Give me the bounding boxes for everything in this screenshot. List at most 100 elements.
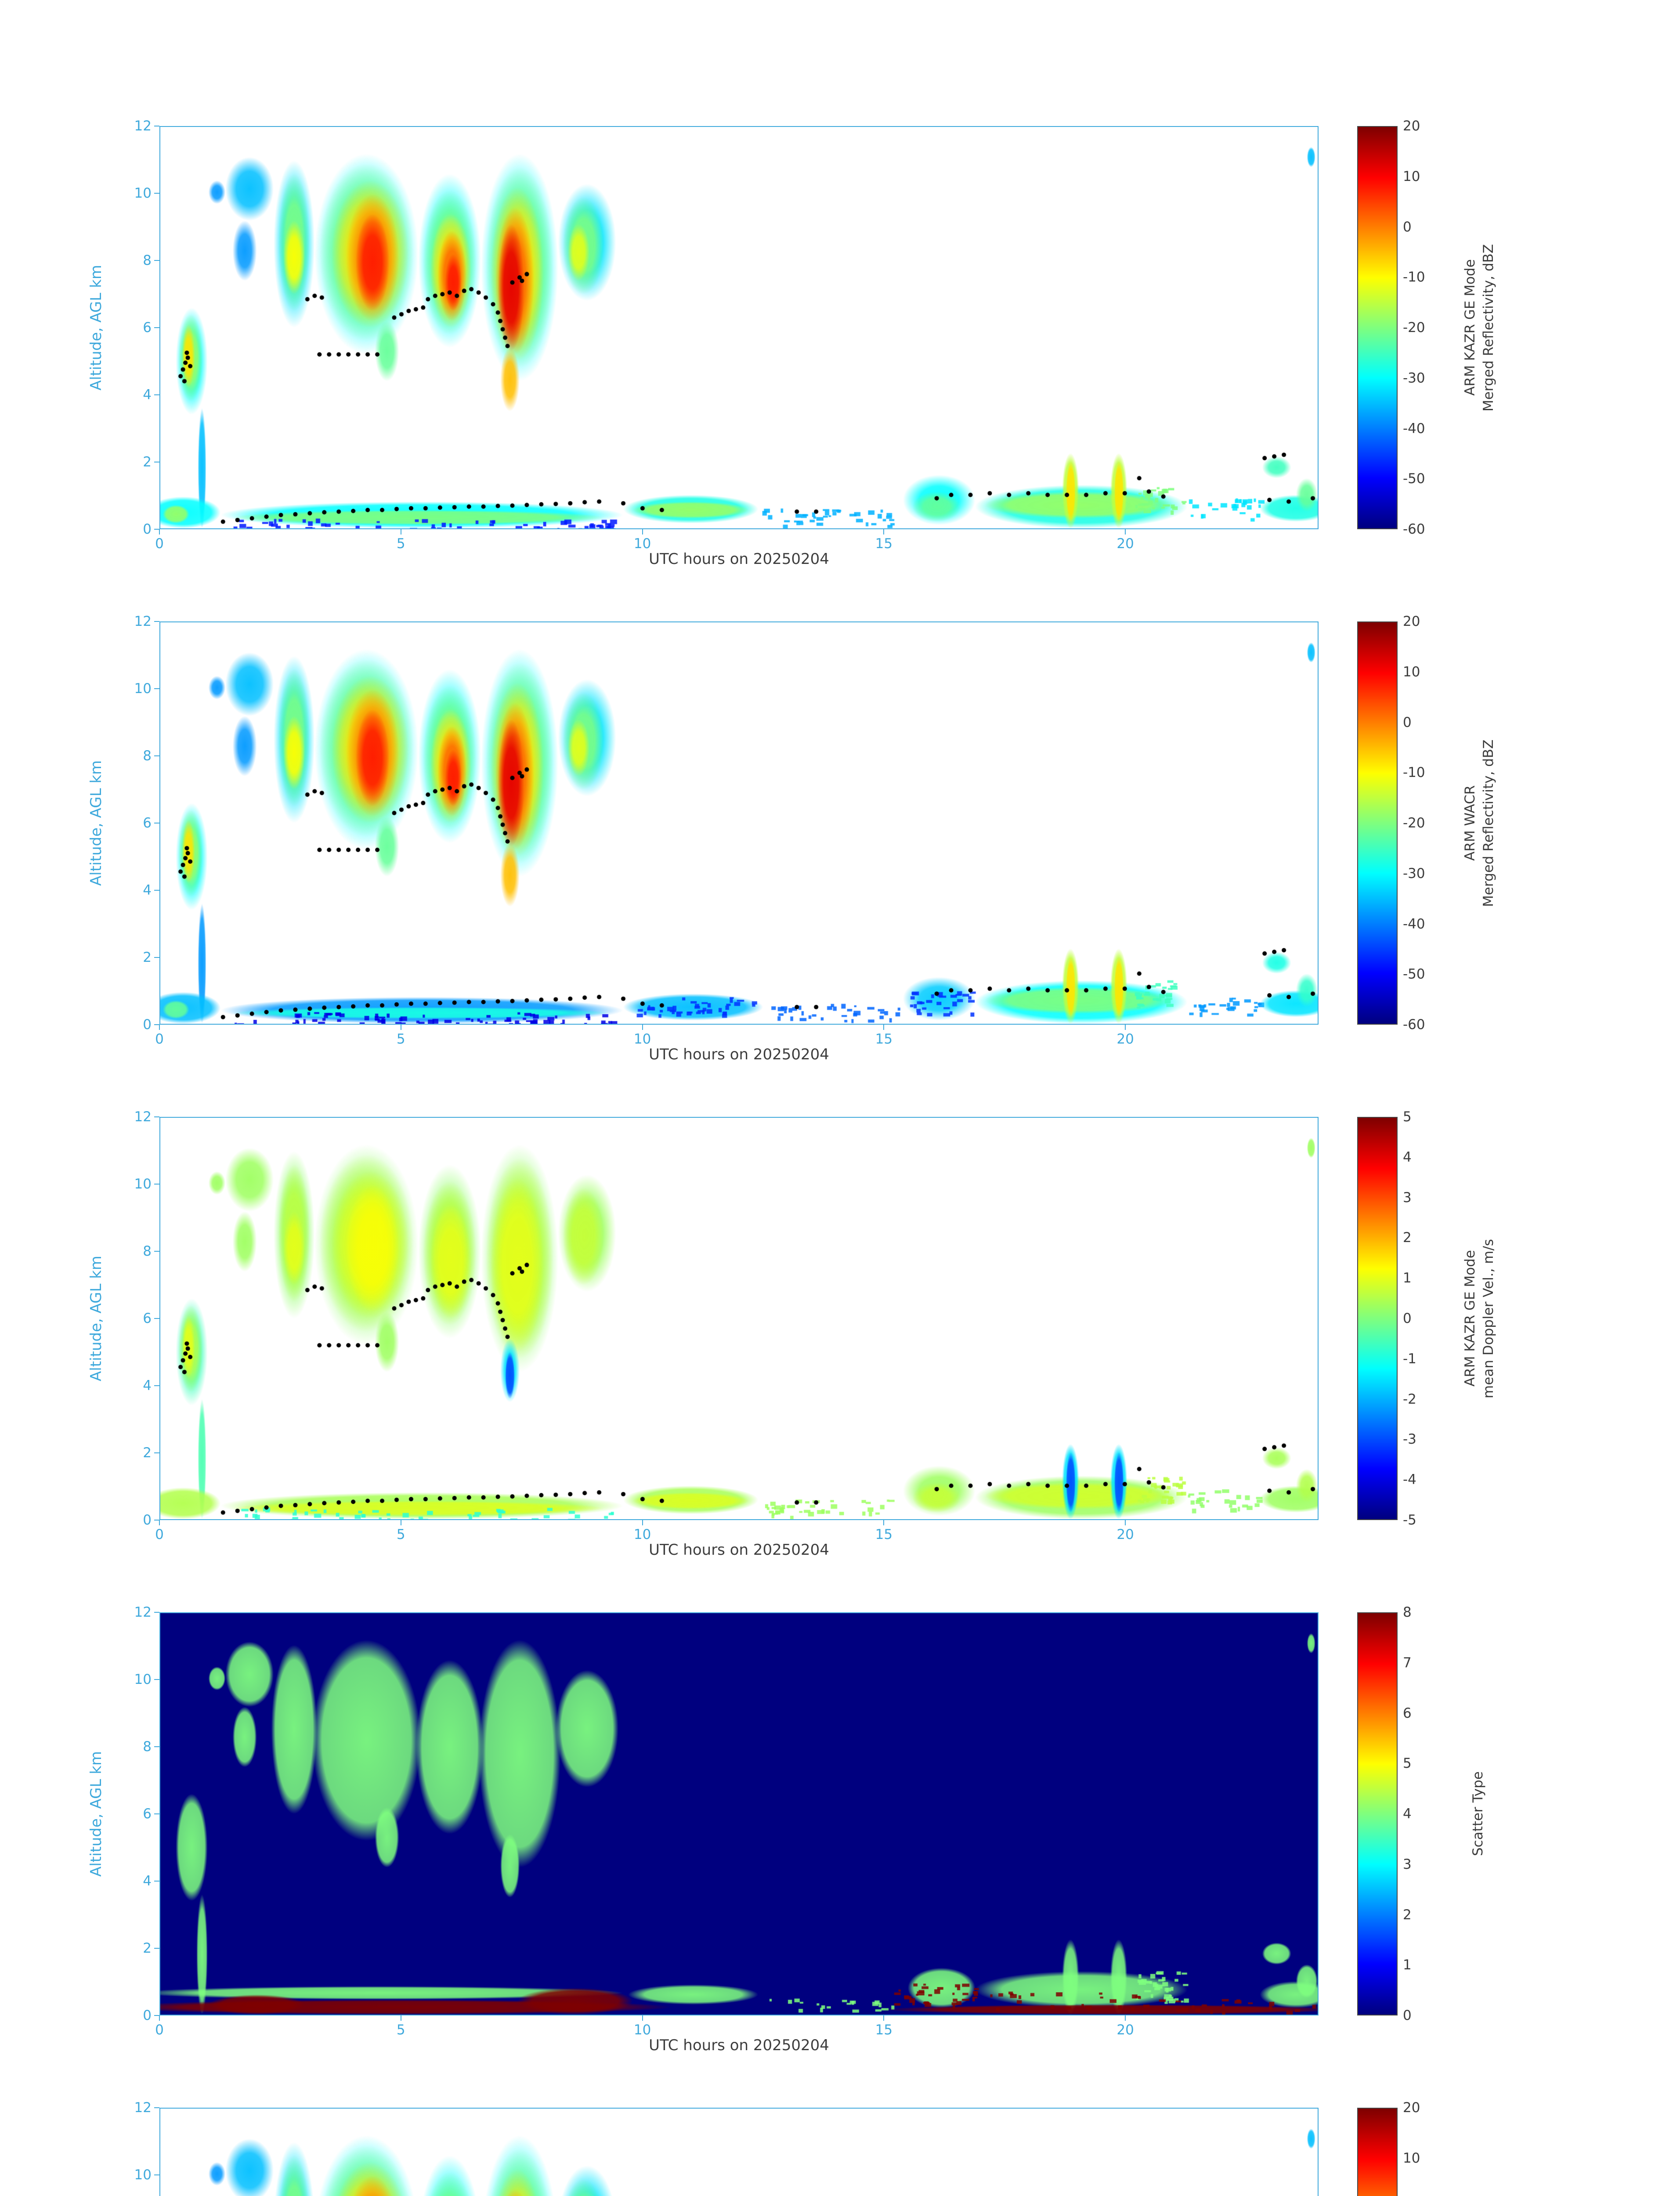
y-tick-mark (154, 1385, 159, 1386)
colorbar-tick-label: 3 (1403, 1189, 1412, 1206)
y-tick-mark (154, 1318, 159, 1319)
colorbar-tick-label: 0 (1403, 219, 1412, 235)
x-tick-mark (883, 1520, 885, 1525)
plot-area (159, 1612, 1319, 2015)
y-tick-label: 6 (143, 320, 152, 336)
plot-area (159, 621, 1319, 1025)
colorbar-title: ARM WACR Merged Reflectivity, dBZ (1453, 621, 1506, 1025)
colorbar-tick-label: -30 (1403, 865, 1425, 881)
colorbar-tick-label: 20 (1403, 118, 1420, 134)
y-tick-label: 10 (134, 2167, 152, 2183)
y-tick-label: 2 (143, 454, 152, 470)
colorbar-tick-label: 0 (1403, 2008, 1412, 2023)
x-tick-mark (1125, 2015, 1126, 2021)
x-tick-mark (883, 1025, 885, 1030)
x-tick-mark (159, 2015, 160, 2021)
x-tick-label: 20 (1116, 1527, 1134, 1542)
colorbar (1357, 1117, 1398, 1520)
y-tick-label: 12 (134, 2100, 152, 2116)
colorbar (1357, 2108, 1398, 2196)
x-tick-mark (883, 529, 885, 535)
x-tick-label: 0 (155, 1031, 164, 1047)
y-tick-mark (154, 529, 159, 530)
colorbar-tick-label: 1 (1403, 1957, 1412, 1973)
y-tick-label: 10 (134, 185, 152, 201)
y-tick-mark (154, 1746, 159, 1747)
y-tick-mark (154, 394, 159, 395)
y-tick-label: 6 (143, 1311, 152, 1326)
x-tick-label: 5 (396, 1031, 405, 1047)
y-tick-label: 8 (143, 253, 152, 268)
y-axis-title: Altitude, AGL km (87, 760, 105, 886)
colorbar-tick-label: 1 (1403, 1270, 1412, 1286)
y-tick-mark (154, 1612, 159, 1613)
colorbar-tick-label: -10 (1403, 269, 1425, 285)
x-tick-label: 20 (1116, 1031, 1134, 1047)
x-tick-mark (642, 1025, 643, 1030)
x-axis-title: UTC hours on 20250204 (649, 2037, 829, 2054)
colorbar-tick-label: 2 (1403, 1907, 1412, 1923)
y-tick-mark (154, 1520, 159, 1521)
y-tick-mark (154, 1948, 159, 1949)
colorbar-tick-label: -5 (1403, 1512, 1416, 1528)
colorbar-tick-label: 0 (1403, 1311, 1412, 1326)
colorbar-tick-label: 10 (1403, 2150, 1420, 2166)
colorbar-title-line1: Scatter Type (1470, 1771, 1486, 1856)
colorbar-tick-label: 10 (1403, 664, 1420, 680)
y-tick-label: 2 (143, 950, 152, 965)
colorbar-gradient (1358, 127, 1397, 528)
colorbar-tick-label: 2 (1403, 1230, 1412, 1246)
colorbar-tick-label: 4 (1403, 1806, 1412, 1822)
y-tick-label: 8 (143, 1739, 152, 1755)
y-tick-label: 0 (143, 521, 152, 537)
x-tick-label: 0 (155, 536, 164, 552)
colorbar-tick-label: 7 (1403, 1654, 1412, 1671)
y-tick-label: 4 (143, 882, 152, 898)
y-tick-label: 6 (143, 815, 152, 831)
colorbar-tick-label: 6 (1403, 1705, 1412, 1721)
y-tick-mark (154, 1024, 159, 1025)
colorbar-title-line2: mean Doppler Vel., m/s (1481, 1239, 1496, 1398)
y-tick-label: 4 (143, 1873, 152, 1889)
y-tick-label: 12 (134, 1109, 152, 1125)
x-tick-label: 0 (155, 1527, 164, 1542)
heatmap-canvas (160, 1118, 1318, 1519)
y-axis-title: Altitude, AGL km (87, 264, 105, 391)
colorbar-tick-label: 0 (1403, 714, 1412, 730)
x-tick-label: 10 (633, 536, 651, 552)
x-tick-label: 15 (875, 1031, 893, 1047)
colorbar-tick-label: 3 (1403, 1856, 1412, 1872)
colorbar-tick-label: 8 (1403, 1604, 1412, 1620)
y-tick-label: 12 (134, 1604, 152, 1620)
x-tick-label: 10 (633, 1031, 651, 1047)
y-tick-mark (154, 1184, 159, 1185)
x-tick-mark (883, 2015, 885, 2021)
colorbar-title: ARM KAZR GE Mode mean Doppler Vel., m/s (1453, 1117, 1506, 1520)
colorbar-title: De-Cluttered Max Refl., dB (1453, 2108, 1506, 2196)
y-tick-mark (154, 755, 159, 756)
colorbar (1357, 1612, 1398, 2015)
x-tick-mark (642, 1520, 643, 1525)
y-tick-label: 2 (143, 1940, 152, 1956)
colorbar-title-line1: ARM KAZR GE Mode (1462, 1250, 1478, 1387)
x-tick-mark (1125, 529, 1126, 535)
colorbar-title: ARM KAZR GE Mode Merged Reflectivity, dB… (1453, 126, 1506, 529)
colorbar-tick-label: 4 (1403, 1149, 1412, 1165)
heatmap-canvas (160, 1613, 1318, 2015)
x-tick-mark (159, 1025, 160, 1030)
x-tick-mark (642, 529, 643, 535)
x-tick-label: 15 (875, 1527, 893, 1542)
y-axis-title: Altitude, AGL km (86, 2108, 106, 2196)
y-tick-mark (154, 327, 159, 328)
x-tick-label: 5 (396, 2022, 405, 2038)
y-tick-mark (154, 260, 159, 261)
y-tick-label: 4 (143, 387, 152, 403)
colorbar-tick-label: 20 (1403, 2100, 1420, 2116)
x-tick-label: 5 (396, 536, 405, 552)
heatmap-canvas (160, 2109, 1318, 2196)
colorbar-tick-label: 10 (1403, 168, 1420, 184)
x-axis-title: UTC hours on 20250204 (649, 1541, 829, 1559)
colorbar-tick-label: 5 (1403, 1755, 1412, 1772)
y-tick-label: 10 (134, 681, 152, 697)
